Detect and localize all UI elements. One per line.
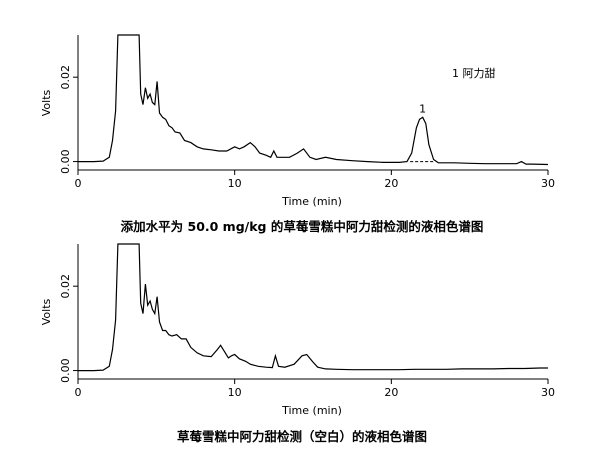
chart-title-spiked: 添加水平为 50.0 mg/kg 的草莓雪糕中阿力甜检测的液相色谱图 [121,219,484,234]
chart-title-blank: 草莓雪糕中阿力甜检测（空白）的液相色谱图 [177,429,427,444]
tick-group: 0 10 20 30 0.00 0.02 [59,65,555,190]
y-axis-label: Volts [40,89,53,116]
x-tick-label: 30 [541,386,555,399]
axis-frame [77,35,548,171]
axis-frame [77,244,548,380]
series-line-blank [78,243,548,372]
y-tick-label: 0.00 [59,358,72,383]
y-tick-label: 0.00 [59,149,72,174]
x-tick-label: 10 [228,386,242,399]
y-axis-label: Volts [40,298,53,325]
x-tick-label: 30 [541,177,555,190]
y-tick-label: 0.02 [59,274,72,299]
chart-panel-spiked: 0 10 20 30 0.00 0.02 Time (min) Volts 1 1 阿力甜… [40,34,555,234]
tick-group: 0 10 20 30 0.00 0.02 [59,274,555,399]
chart-panel-blank: 0 10 20 30 0.00 0.02 Time (min) Volts 草莓雪糕中阿力… [40,243,555,444]
y-tick-label: 0.02 [59,65,72,90]
legend-entry: 1 阿力甜 [452,67,496,80]
x-tick-label: 10 [228,177,242,190]
series-line-spiked [78,34,549,166]
x-tick-label: 0 [75,177,82,190]
x-tick-label: 20 [384,177,398,190]
x-tick-label: 20 [384,386,398,399]
x-axis-label: Time (min) [281,195,342,208]
x-tick-label: 0 [75,386,82,399]
peak-annotation-1: 1 [419,102,426,115]
x-axis-label: Time (min) [281,404,342,417]
